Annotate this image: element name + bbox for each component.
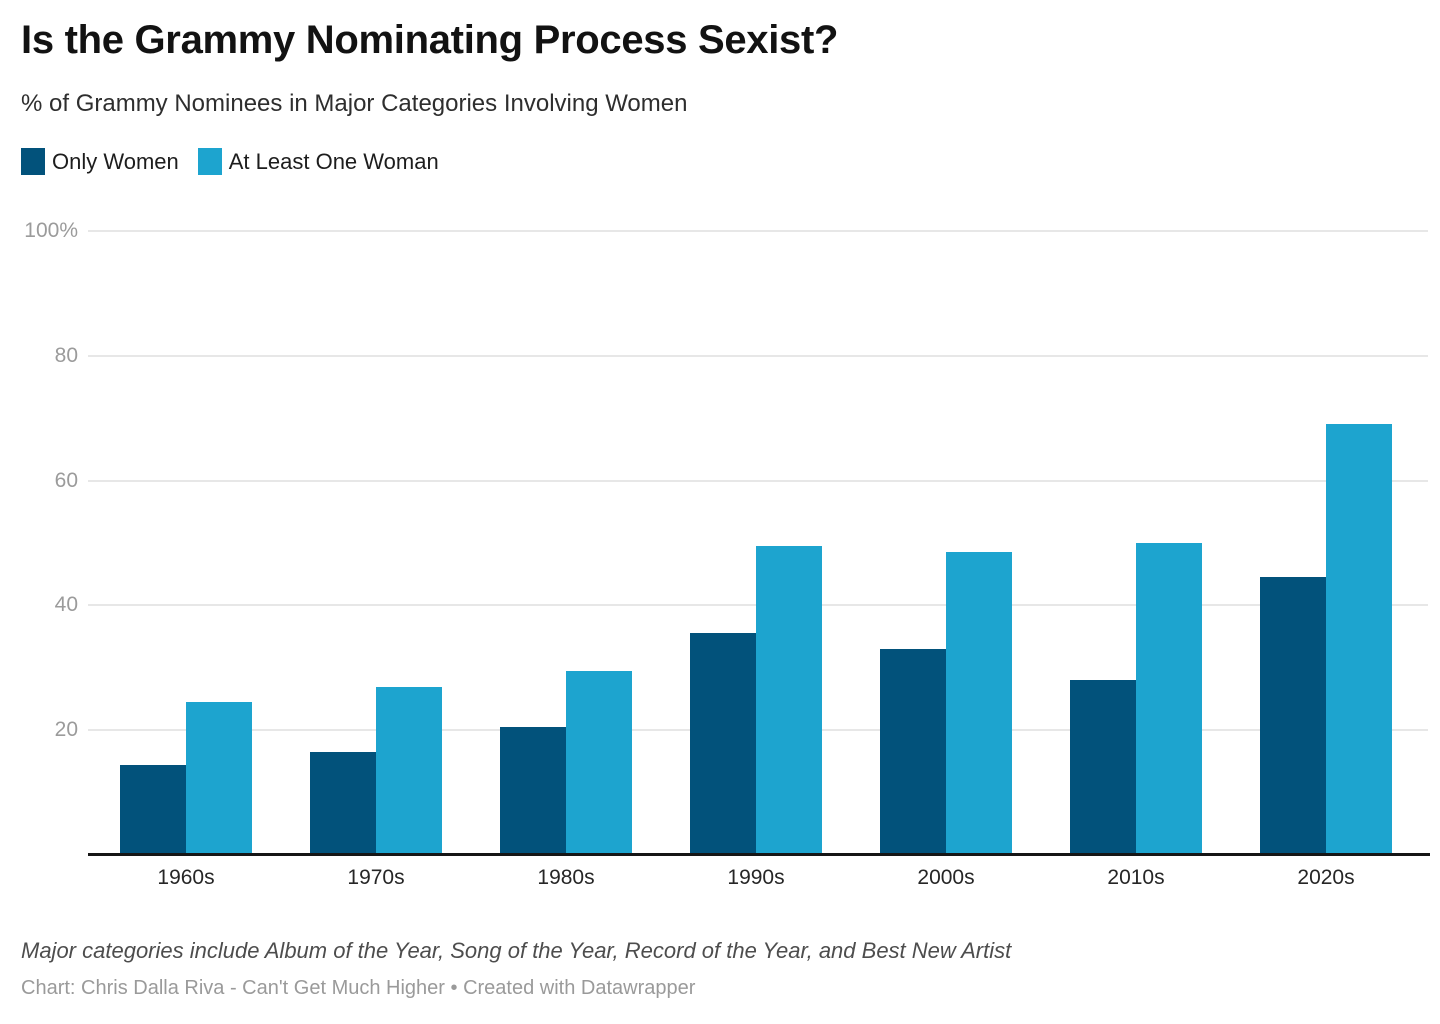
bar-at-least-one-woman-2000s[interactable]	[946, 552, 1012, 855]
chart-byline: Chart: Chris Dalla Riva - Can't Get Much…	[21, 977, 696, 999]
bar-only-women-2000s[interactable]	[880, 649, 946, 855]
y-axis-tick-label: 60	[54, 468, 78, 492]
legend: Only Women At Least One Woman	[21, 148, 458, 175]
gridline-60	[88, 479, 1428, 482]
y-axis-tick-label: 20	[54, 718, 78, 742]
legend-item-only-women: Only Women	[21, 148, 179, 175]
y-axis-tick-label: 100%	[24, 219, 78, 242]
gridline-80	[88, 354, 1428, 357]
x-axis-label-1970s: 1970s	[347, 866, 405, 889]
legend-label: At Least One Woman	[228, 149, 439, 174]
gridline-100	[88, 230, 1428, 232]
bar-at-least-one-woman-1960s[interactable]	[186, 702, 252, 855]
chart-footnote: Major categories include Album of the Ye…	[21, 938, 1012, 963]
bar-only-women-1970s[interactable]	[310, 752, 376, 855]
bar-only-women-2020s[interactable]	[1260, 577, 1326, 855]
y-axis-tick-label: 80	[54, 343, 78, 367]
chart-subtitle: % of Grammy Nominees in Major Categories…	[21, 90, 688, 117]
x-axis-baseline	[88, 853, 1430, 856]
bar-only-women-1960s[interactable]	[120, 764, 186, 855]
legend-label: Only Women	[52, 149, 179, 174]
y-axis-tick-label: 40	[54, 593, 78, 617]
x-axis-label-2010s: 2010s	[1107, 866, 1165, 889]
x-axis-label-2000s: 2000s	[917, 866, 975, 889]
legend-swatch-only-women	[21, 148, 45, 175]
bar-only-women-1990s[interactable]	[690, 633, 756, 855]
bar-at-least-one-woman-2020s[interactable]	[1326, 424, 1392, 855]
x-axis-label-1980s: 1980s	[537, 866, 595, 889]
legend-swatch-at-least-one-woman	[197, 148, 222, 175]
bar-only-women-1980s[interactable]	[500, 727, 566, 855]
bar-at-least-one-woman-1970s[interactable]	[376, 686, 442, 855]
legend-item-at-least-one-woman: At Least One Woman	[197, 148, 439, 175]
chart-title: Is the Grammy Nominating Process Sexist?	[21, 18, 839, 62]
x-axis-label-1960s: 1960s	[157, 866, 215, 889]
bar-at-least-one-woman-1980s[interactable]	[566, 670, 632, 855]
bar-at-least-one-woman-2010s[interactable]	[1136, 543, 1202, 855]
x-axis-label-1990s: 1990s	[727, 866, 785, 889]
bar-at-least-one-woman-1990s[interactable]	[756, 546, 822, 855]
x-axis-label-2020s: 2020s	[1297, 866, 1355, 889]
bar-only-women-2010s[interactable]	[1070, 680, 1136, 855]
